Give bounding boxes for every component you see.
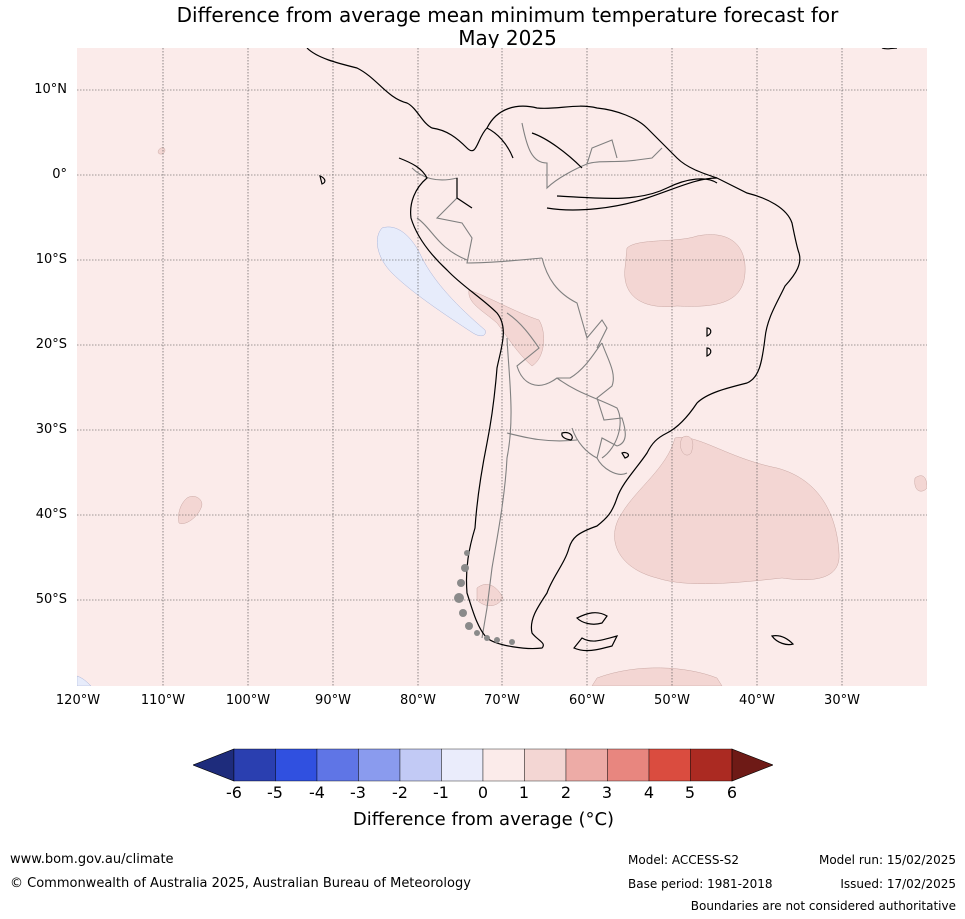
lon-label-50w: 50°W [654,693,690,708]
lon-label-40w: 40°W [739,693,775,708]
colorbar-tick: -1 [433,783,449,802]
graticule [77,48,927,686]
colorbar-bin [316,748,359,782]
lon-label-70w: 70°W [484,693,520,708]
map-title-line-1: Difference from average mean minimum tem… [176,3,839,27]
boundaries-disclaimer: Boundaries are not considered authoritat… [690,899,956,913]
colorbar-tick: 0 [477,783,489,802]
colorbar-extend-high [731,748,773,782]
colorbar-tick: 3 [601,783,613,802]
colorbar-bin [524,748,567,782]
colorbar [193,748,773,782]
colorbar-bin [690,748,733,782]
map-title-line-2: May 2025 [458,26,557,50]
map-panel [77,48,927,686]
lon-label-110w: 110°W [140,693,186,708]
colorbar-bin [233,748,276,782]
colorbar-tick: 2 [560,783,572,802]
coastlines [306,48,898,652]
colorbar-bin [358,748,401,782]
colorbar-bin [482,748,525,782]
lat-label-10n: 10°N [34,82,67,97]
lat-label-40s: 40°S [35,507,67,522]
lon-label-100w: 100°W [225,693,271,708]
lon-label-80w: 80°W [400,693,436,708]
patagonia-islands [454,550,515,645]
colorbar-tick: 6 [726,783,738,802]
colorbar-bin [648,748,691,782]
lon-label-60w: 60°W [569,693,605,708]
model-name: Model: ACCESS-S2 [628,853,740,867]
colorbar-bin [441,748,484,782]
colorbar-tick: -5 [267,783,283,802]
colorbar-bin [607,748,650,782]
lat-label-0: 0° [52,167,67,182]
lat-label-50s: 50°S [35,592,67,607]
colorbar-label: Difference from average (°C) [352,809,615,830]
lon-label-90w: 90°W [315,693,351,708]
colorbar-bin [565,748,608,782]
bom-url[interactable]: www.bom.gov.au/climate [10,852,174,867]
colorbar-tick: -2 [392,783,408,802]
colorbar-extend-low [193,748,235,782]
lat-label-20s: 20°S [35,337,67,352]
colorbar-bin [275,748,318,782]
lat-label-30s: 30°S [35,422,67,437]
issued-date: Issued: 17/02/2025 [840,877,956,891]
anomaly-region-1-to-2 [157,147,927,686]
base-period: Base period: 1981-2018 [628,877,773,891]
model-run-date: Model run: 15/02/2025 [818,853,956,867]
colorbar-tick: -4 [309,783,325,802]
colorbar-bin [399,748,442,782]
lon-label-30w: 30°W [824,693,860,708]
copyright-notice: © Commonwealth of Australia 2025, Austra… [10,876,471,891]
colorbar-tick: 1 [518,783,530,802]
map-title: Difference from average mean minimum tem… [0,4,965,50]
colorbar-tick: -3 [350,783,366,802]
colorbar-tick: -6 [226,783,242,802]
lat-label-10s: 10°S [35,252,67,267]
colorbar-tick: 5 [684,783,696,802]
colorbar-tick: 4 [643,783,655,802]
south-america-map [77,48,927,686]
lon-label-120w: 120°W [55,693,101,708]
anomaly-region-minus1-to-0 [77,226,486,686]
